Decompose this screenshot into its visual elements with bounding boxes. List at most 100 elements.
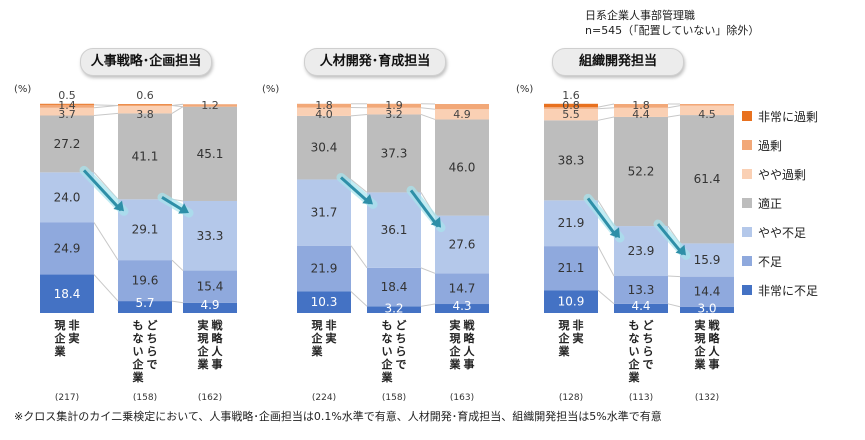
category-label: 業	[558, 344, 571, 358]
connector-line	[597, 116, 615, 121]
panel-title-3: 組織開発担当	[552, 48, 684, 76]
data-label: 46.0	[449, 161, 476, 175]
sample-size-label: (217)	[55, 393, 79, 403]
bar-segment	[40, 107, 94, 116]
category-label: 現	[312, 319, 323, 332]
category-label: 戦	[709, 318, 721, 332]
sample-size-label: (162)	[198, 393, 222, 403]
connector-line	[350, 113, 368, 117]
category-label: 人	[212, 344, 224, 358]
bar-segment	[183, 104, 237, 107]
category-label: も	[133, 319, 144, 332]
connector-line	[420, 267, 436, 274]
sample-size-label: (113)	[629, 393, 653, 403]
category-label: い	[382, 345, 393, 358]
data-label: 5.7	[135, 296, 154, 310]
trend-arrowhead	[178, 203, 189, 214]
category-label: 実	[326, 331, 337, 345]
connector-line	[420, 113, 436, 120]
bar-segment	[435, 273, 489, 305]
category-label: 現	[450, 332, 461, 345]
trend-arrow	[409, 189, 440, 228]
category-label: 事	[709, 357, 720, 371]
bar-segment	[367, 267, 421, 307]
bar-segment	[435, 109, 489, 120]
data-label: 14.4	[694, 285, 721, 299]
data-label: 4.4	[631, 299, 650, 313]
category-label: 企	[311, 331, 324, 345]
category-label: 企	[628, 357, 641, 371]
panel-title-1: 人事戦略･企画担当	[80, 48, 212, 76]
category-label: ち	[643, 332, 654, 345]
data-label: 38.3	[558, 153, 585, 167]
bar-segment	[614, 303, 668, 313]
connector-line	[350, 179, 368, 193]
legend-swatch	[742, 256, 752, 266]
data-label: 45.1	[197, 147, 224, 161]
sample-size-label: (224)	[312, 393, 336, 403]
bar-segment	[680, 105, 734, 116]
category-label: で	[396, 358, 407, 371]
sample-note: 日系企業人事部管理職 n=545（「配置していない」除外）	[585, 8, 759, 38]
connector-line	[667, 303, 681, 308]
trend-arrow	[82, 169, 123, 212]
data-label: 18.4	[381, 280, 408, 294]
bar-segment	[435, 104, 489, 110]
connector-line	[420, 303, 436, 307]
bar-segment	[367, 306, 421, 313]
bar-segment	[544, 200, 598, 247]
bar-segment	[183, 270, 237, 303]
connector-line	[667, 105, 681, 109]
legend-swatch	[742, 285, 752, 295]
data-label: 31.7	[311, 206, 338, 220]
bar-segment	[297, 291, 351, 313]
data-label-top: 3.2	[385, 108, 403, 121]
bar-segment	[544, 290, 598, 313]
data-label: 10.3	[311, 295, 338, 309]
category-label: 企	[197, 344, 210, 358]
data-label-top: 5.5	[562, 108, 580, 121]
trend-arrowhead	[675, 244, 686, 256]
bar-segment	[40, 222, 94, 275]
connector-line	[93, 274, 119, 302]
category-label: 非	[573, 318, 584, 332]
category-label: 企	[381, 357, 394, 371]
category-label: 業	[311, 344, 324, 358]
connector-line	[350, 291, 368, 307]
bar-segment	[40, 172, 94, 223]
bar-segment	[40, 103, 94, 105]
category-label: 業	[449, 357, 462, 371]
category-label: ら	[147, 345, 158, 358]
connector-line	[597, 107, 615, 110]
data-label: 52.2	[628, 165, 655, 179]
category-label: 業	[694, 357, 707, 371]
data-label-top: 3.7	[58, 108, 76, 121]
category-label: で	[643, 358, 654, 371]
data-label-top: 0.5	[58, 89, 76, 102]
data-label: 15.4	[197, 280, 224, 294]
data-label: 27.2	[54, 137, 81, 151]
category-label: 実	[69, 331, 80, 345]
data-label-top: 4.5	[698, 108, 716, 121]
bar-segment	[680, 115, 734, 244]
connector-line	[171, 300, 184, 304]
legend-swatch	[742, 198, 752, 208]
unit-label: (%)	[14, 84, 31, 95]
category-label: な	[629, 332, 640, 345]
data-label-top: 1.6	[562, 89, 580, 102]
legend-label: 過剰	[758, 139, 782, 153]
category-label: 現	[559, 319, 570, 332]
bar-segment	[40, 274, 94, 313]
data-label: 36.1	[381, 223, 408, 237]
bar-segment	[614, 104, 668, 108]
bar-segment	[614, 107, 668, 117]
category-label: 企	[54, 331, 67, 345]
connector-line	[171, 259, 184, 271]
data-label-top: 1.8	[315, 99, 333, 112]
sample-note-line1: 日系企業人事部管理職	[585, 9, 695, 22]
category-label: 企	[558, 331, 571, 345]
data-label: 13.3	[628, 283, 655, 297]
bar-segment	[435, 304, 489, 313]
